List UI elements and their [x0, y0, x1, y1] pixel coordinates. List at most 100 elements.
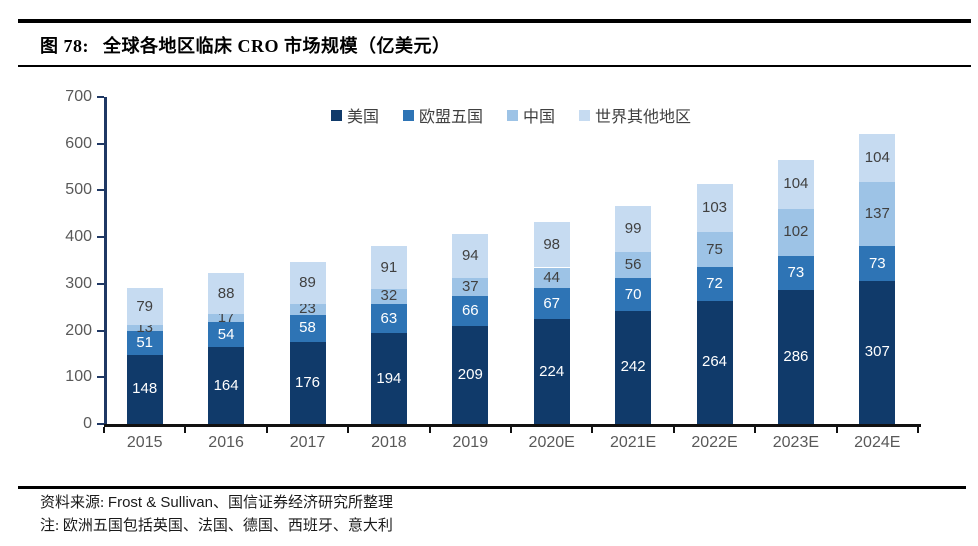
source-vendor: Frost & Sullivan	[107, 494, 213, 511]
bar-value-label: 307	[864, 343, 890, 361]
bar-segment	[533, 288, 570, 320]
bar-segment	[370, 288, 407, 304]
y-tick-mark	[97, 96, 104, 98]
bar-segment	[777, 256, 814, 291]
legend-item: 美国	[330, 103, 379, 127]
x-tick-mark	[672, 427, 675, 433]
bar-segment	[370, 303, 407, 334]
bar-segment	[533, 267, 570, 289]
bar-value-label: 286	[783, 348, 809, 366]
bar-value-label: 242	[620, 358, 646, 376]
bar-segment	[452, 234, 489, 279]
bar-value-label: 79	[136, 297, 154, 315]
bar-segment	[696, 183, 733, 232]
y-tick-label: 400	[65, 228, 92, 246]
bar-value-label: 51	[136, 333, 154, 351]
y-tick-label: 300	[65, 274, 92, 292]
y-tick-mark	[97, 142, 104, 145]
x-tick-mark	[265, 427, 268, 433]
bar-value-label: 103	[701, 198, 728, 216]
bar-segment	[452, 278, 489, 296]
bar-value-label: 32	[380, 287, 398, 305]
bar-segment	[696, 232, 733, 268]
bar-value-label: 264	[701, 353, 728, 371]
top-divider	[18, 19, 971, 23]
note-line: 注: 欧洲五国包括英国、法国、德国、西班牙、意大利	[40, 518, 393, 534]
bar-value-label: 209	[457, 366, 483, 384]
title-divider	[18, 65, 971, 67]
bar-value-label: 66	[461, 301, 479, 319]
x-axis-label: 2016	[208, 434, 244, 451]
bar-segment	[615, 310, 652, 424]
bar-value-label: 67	[543, 294, 561, 312]
bar-value-label: 44	[543, 268, 561, 286]
bar-value-label: 75	[706, 240, 723, 258]
bar-value-label: 104	[864, 149, 890, 167]
bar-segment	[370, 333, 407, 424]
y-tick-label: 200	[65, 321, 92, 339]
y-tick-label: 100	[65, 368, 92, 386]
x-axis-label: 2020E	[528, 434, 575, 451]
x-tick-mark	[510, 427, 512, 433]
y-tick-label: 0	[83, 415, 92, 432]
legend-label: 美国	[346, 109, 379, 126]
bar-segment	[289, 314, 326, 342]
bar-value-label: 37	[461, 277, 479, 295]
bar-segment	[452, 326, 489, 424]
x-tick-mark	[347, 427, 350, 433]
source-line: 资料来源: Frost & Sullivan、国信证券经济研究所整理	[40, 491, 393, 512]
bar-segment	[289, 303, 326, 315]
legend-item: 中国	[507, 103, 555, 127]
bar-segment	[289, 341, 326, 424]
bar-value-label: 102	[783, 223, 809, 241]
bar-segment	[696, 300, 733, 424]
y-tick-label: 500	[65, 181, 92, 199]
bar-value-label: 224	[539, 362, 565, 380]
legend-item: 欧盟五国	[402, 103, 483, 127]
x-tick-mark	[917, 427, 919, 433]
bar-value-label: 63	[380, 309, 398, 327]
bar-segment	[208, 314, 245, 323]
bar-segment	[208, 347, 245, 424]
bar-segment	[208, 273, 245, 315]
bar-value-label: 70	[624, 285, 642, 303]
chart-legend: 美国 欧盟五国 中国 世界其他地区	[104, 103, 918, 127]
x-axis-label: 2017	[289, 434, 326, 451]
bar-value-label: 176	[294, 373, 321, 391]
x-axis-label: 2015	[126, 434, 163, 451]
bar-segment	[615, 205, 652, 253]
bar-segment	[859, 133, 896, 183]
bar-value-label: 89	[299, 274, 316, 292]
x-axis-line	[104, 424, 921, 427]
bar-segment	[452, 295, 489, 327]
x-axis-label: 2021E	[609, 434, 657, 451]
bar-segment	[370, 246, 407, 289]
figure-title: 图 78: 全球各地区临床 CRO 市场规模（亿美元）	[40, 32, 451, 58]
bar-segment	[615, 278, 652, 311]
legend-item: 世界其他地区	[579, 103, 691, 127]
x-tick-mark	[103, 427, 105, 433]
x-tick-mark	[428, 427, 431, 433]
bar-segment	[208, 322, 245, 348]
bar-segment	[859, 182, 896, 247]
bar-segment	[533, 221, 570, 268]
bar-value-label: 194	[376, 369, 402, 387]
bar-value-label: 98	[543, 235, 561, 253]
y-tick-mark	[97, 376, 104, 379]
bar-segment	[777, 290, 814, 424]
x-axis-label: 2019	[452, 434, 489, 451]
bar-value-label: 23	[299, 300, 316, 318]
bar-value-label: 164	[213, 376, 239, 394]
bar-value-label: 73	[868, 254, 886, 272]
y-tick-mark	[97, 329, 104, 332]
bar-value-label: 94	[461, 247, 479, 265]
bar-segment	[859, 246, 896, 281]
legend-swatch-icon	[330, 109, 342, 121]
y-tick-label: 600	[65, 134, 92, 152]
bar-segment	[696, 267, 733, 301]
x-tick-mark	[591, 427, 594, 433]
x-tick-mark	[754, 427, 757, 433]
y-axis-line	[104, 97, 107, 424]
bar-value-label: 73	[787, 264, 805, 282]
x-axis-label: 2018	[371, 434, 407, 451]
